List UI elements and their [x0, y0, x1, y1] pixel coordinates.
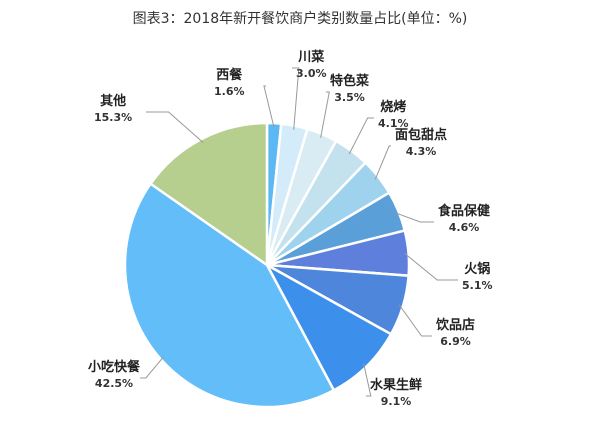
leader-line-5 — [394, 212, 434, 223]
slice-label-value: 3.0% — [296, 67, 327, 80]
slice-label-value: 3.5% — [334, 91, 365, 104]
slice-label-value: 4.6% — [448, 221, 480, 234]
slice-label-name: 西餐 — [216, 68, 243, 83]
chart-title: 图表3：2018年新开餐饮商户类别数量占比(单位：%) — [132, 11, 468, 27]
leader-line-10 — [146, 111, 204, 144]
slice-label-name: 水果生鲜 — [370, 378, 423, 393]
leader-line-8 — [363, 363, 372, 397]
slice-label-value: 1.6% — [214, 85, 245, 98]
leader-line-4 — [374, 145, 391, 180]
slice-label: 其他 15.3% — [94, 94, 132, 126]
slice-label: 食品保健 4.6% — [438, 204, 490, 236]
leader-line-9 — [140, 356, 165, 379]
slice-label-value: 5.1% — [462, 279, 493, 292]
slice-label: 特色菜 3.5% — [330, 74, 369, 106]
slice-label-value: 4.3% — [405, 145, 437, 158]
slice-label-name: 特色菜 — [330, 74, 370, 89]
slice-label: 烧烤 4.1% — [378, 100, 409, 132]
slice-label: 西餐 1.6% — [214, 68, 245, 100]
slice-label-name: 饮品店 — [436, 318, 476, 333]
slice-label-value: 42.5% — [94, 377, 134, 390]
pie-slice-8 — [263, 261, 393, 392]
slice-label-name: 川菜 — [298, 50, 325, 65]
slice-label: 川菜 3.0% — [296, 50, 327, 82]
slice-label: 面包甜点 4.3% — [395, 128, 447, 160]
leader-line-7 — [398, 304, 432, 337]
leader-line-0 — [263, 85, 275, 128]
slice-label: 饮品店 6.9% — [436, 318, 475, 350]
leader-line-3 — [348, 117, 374, 155]
slice-label-name: 其他 — [100, 94, 127, 109]
slice-label-name: 小吃快餐 — [88, 360, 141, 375]
slice-label-value: 15.3% — [94, 111, 133, 124]
slice-label-name: 食品保健 — [438, 204, 491, 219]
pie-slice-9 — [123, 181, 336, 409]
slice-label-value: 6.9% — [440, 335, 471, 348]
slice-label-value: 4.1% — [378, 117, 409, 130]
leader-line-6 — [404, 252, 458, 281]
slice-label-name: 烧烤 — [380, 100, 407, 115]
leader-line-2 — [320, 91, 330, 138]
slice-label: 火锅 5.1% — [462, 262, 493, 294]
slice-label-value: 9.1% — [380, 395, 412, 408]
leader-line-1 — [292, 67, 300, 130]
slice-label: 水果生鲜 9.1% — [370, 378, 422, 410]
slice-label-name: 面包甜点 — [395, 128, 448, 143]
slice-label-name: 火锅 — [464, 262, 491, 277]
pie-slice-10 — [148, 121, 269, 268]
slice-label: 小吃快餐 42.5% — [88, 360, 140, 392]
